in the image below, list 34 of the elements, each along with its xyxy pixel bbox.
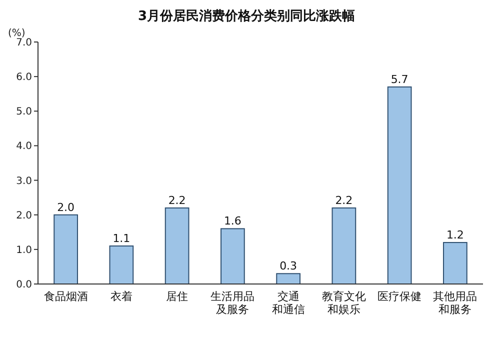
x-tick-label: 交通和通信 — [272, 290, 305, 316]
y-tick-label: 2.0 — [16, 210, 32, 222]
data-label: 1.1 — [112, 232, 130, 245]
data-label: 2.2 — [168, 194, 186, 207]
data-label: 2.2 — [335, 194, 353, 207]
x-tick-label: 居住 — [166, 290, 188, 303]
data-label: 1.2 — [446, 228, 464, 242]
y-tick-label: 6.0 — [16, 72, 32, 84]
x-tick-label: 教育文化和娱乐 — [322, 290, 366, 316]
x-tick-label: 生活用品及服务 — [210, 290, 255, 316]
x-tick-label: 食品烟酒 — [44, 290, 88, 303]
bar — [109, 245, 134, 284]
bar — [54, 214, 78, 284]
x-tick-label: 衣着 — [110, 290, 132, 303]
y-axis-title: (%) — [8, 28, 26, 39]
y-tick-label: 1.0 — [16, 244, 32, 256]
bar — [220, 228, 245, 284]
x-tick-label: 医疗保健 — [378, 290, 422, 303]
bar — [443, 242, 468, 284]
bar — [387, 86, 412, 284]
y-tick-label: 7.0 — [16, 38, 32, 48]
bar — [164, 207, 190, 284]
data-label: 5.7 — [390, 72, 408, 86]
data-label: 2.0 — [57, 200, 75, 214]
y-tick-label: 3.0 — [16, 176, 32, 187]
data-label: 0.3 — [280, 260, 298, 273]
y-tick-label: 0.0 — [16, 280, 32, 290]
data-label: 1.6 — [224, 214, 242, 228]
bar — [332, 207, 356, 284]
y-tick-label: 4.0 — [16, 141, 32, 152]
chart-title: 3月份居民消费价格分类别同比涨跌幅 — [138, 9, 356, 24]
bar — [276, 273, 300, 284]
y-tick-label: 5.0 — [16, 106, 32, 118]
x-tick-label: 其他用品和服务 — [433, 290, 478, 316]
